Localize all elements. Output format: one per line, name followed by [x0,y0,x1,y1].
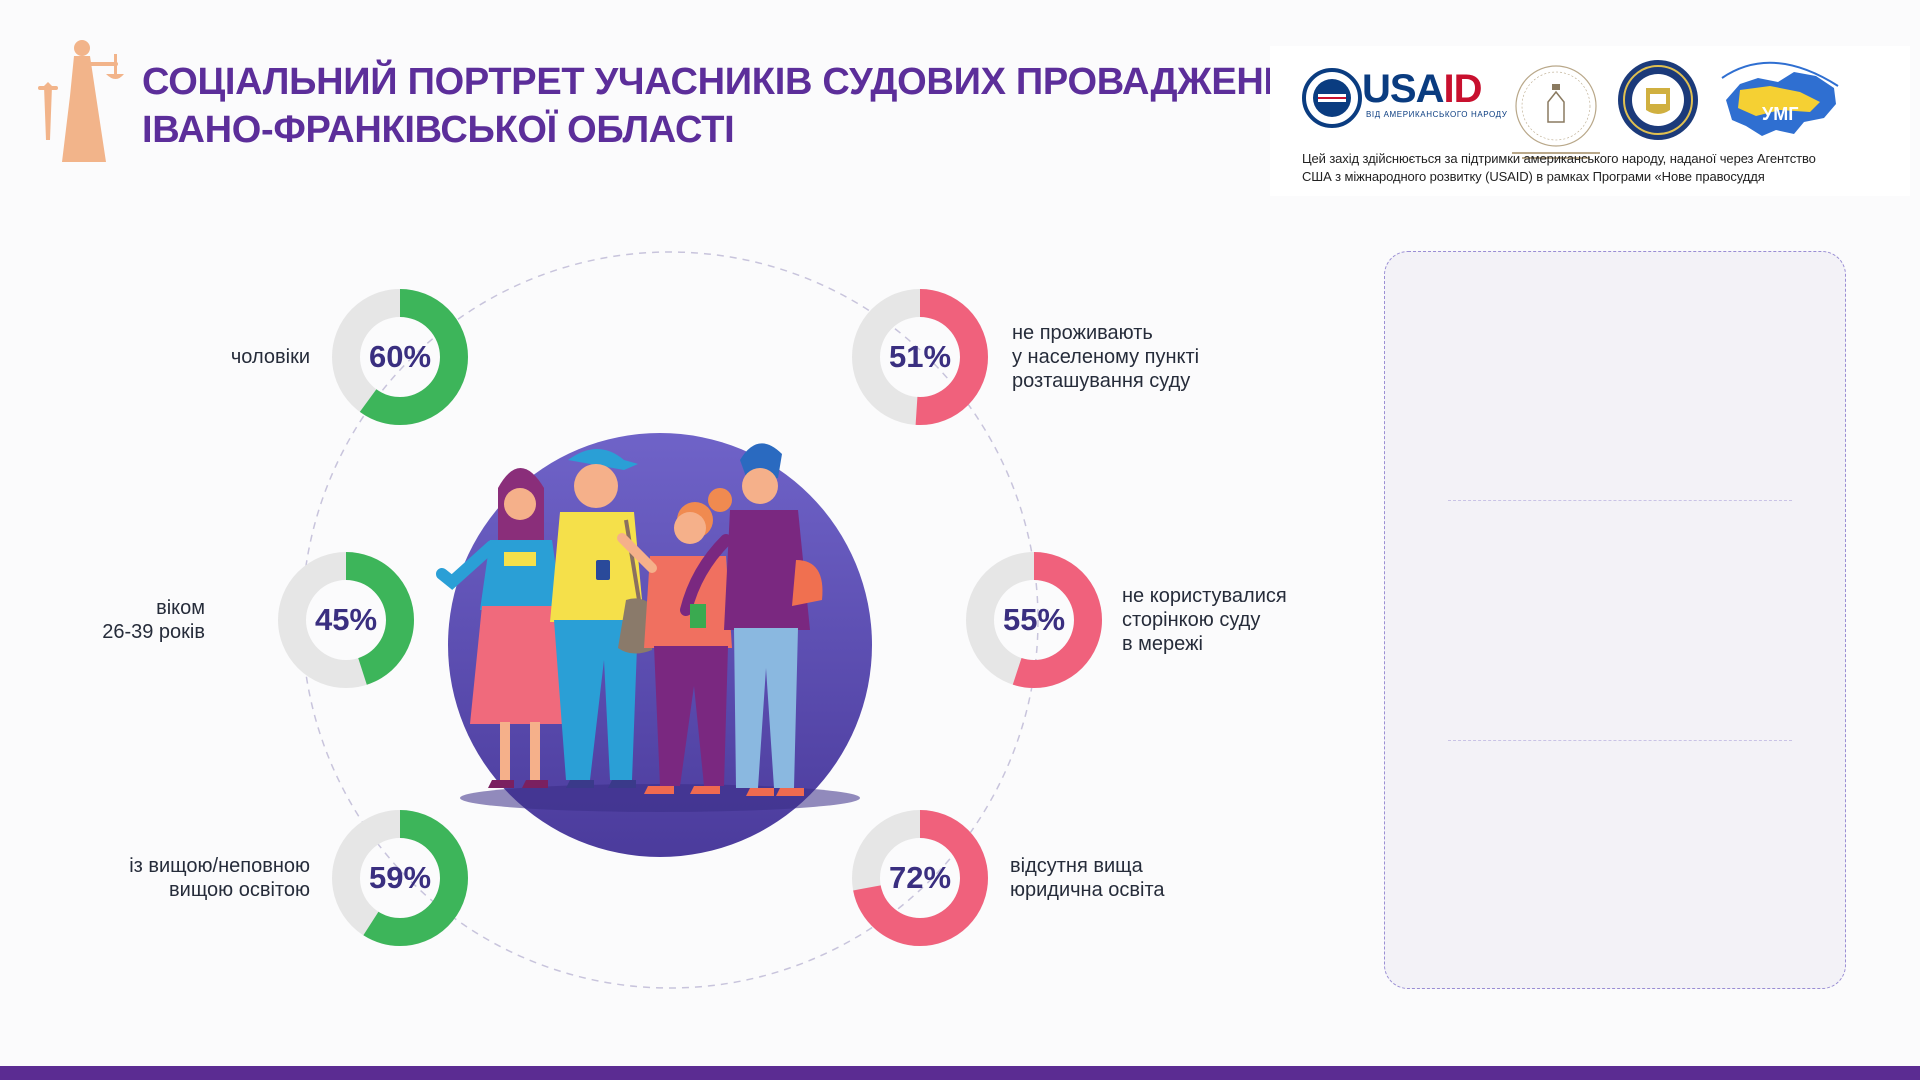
donut-description-line: сторінкою суду [1122,609,1261,631]
usaid-seal-icon [1302,68,1362,128]
donut-description-line: юридична освіта [1010,879,1165,901]
donut-description-line: вищою освітою [169,879,310,901]
page-title-line-1: СОЦІАЛЬНИЙ ПОРТРЕТ УЧАСНИКІВ СУДОВИХ ПРО… [142,61,1291,103]
donut-arc-left-1 [278,552,414,688]
donut-arc-middle-1 [966,552,1102,688]
donut-percent-label: 45% [314,602,378,637]
support-note-line-2: США з міжнародного розвитку (USAID) в ра… [1302,169,1765,184]
panel-divider [1448,740,1792,741]
umg-logo-text: УМГ [1762,104,1798,124]
sponsor-logo-panel: USAID ВІД АМЕРИКАНСЬКОГО НАРОДУ УМГ Цей … [1270,46,1910,196]
donut-description: із вищою/неповною вищою освітою [50,854,310,902]
usaid-wordmark-usa: USA [1362,67,1444,111]
donut-description: відсутня вища юридична освіта [1010,854,1310,902]
donut-description-line: не користувалися [1122,585,1287,607]
donut-description-line: у населеному пункті [1012,346,1200,368]
right-stats-panel [1384,251,1846,989]
donut-description: не користувалися сторінкою суду в мережі [1122,584,1422,656]
usaid-tagline: ВІД АМЕРИКАНСЬКОГО НАРОДУ [1366,110,1508,119]
donut-description-line: відсутня вища [1010,855,1143,877]
donut-description-line: 26-39 років [102,621,205,643]
page-title-line-2: ІВАНО-ФРАНКІВСЬКОЇ ОБЛАСТІ [142,109,735,151]
themis-justice-icon [38,40,124,162]
panel-divider [1448,500,1792,501]
donut-arc-middle-0 [852,289,988,425]
donut-percent-label: 51% [888,339,952,374]
people-group-illustration [436,433,872,857]
donut-description-line: не проживають [1012,322,1153,344]
donut-description-line: чоловіки [230,346,310,368]
page-title: СОЦІАЛЬНИЙ ПОРТРЕТ УЧАСНИКІВ СУДОВИХ ПРО… [142,58,1291,154]
court-emblem-caption-icon [1512,152,1600,159]
donut-percent-label: 72% [888,860,952,895]
court-emblem-icon [1515,65,1597,147]
donut-description-line: в мережі [1122,633,1203,655]
donut-description: віком 26-39 років [0,596,205,644]
donut-arc-middle-2 [852,810,988,946]
donut-percent-label: 59% [368,860,432,895]
judicial-school-seal-icon [1618,60,1698,140]
donut-description-line: із вищою/неповною [129,855,310,877]
support-note: Цей захід здійснюється за підтримки амер… [1302,150,1862,186]
footer-bar [0,1066,1920,1080]
support-note-line-1: Цей захід здійснюється за підтримки амер… [1302,151,1816,166]
usaid-wordmark: USAID [1362,67,1482,111]
usaid-wordmark-id: ID [1443,67,1482,111]
donut-description-line: віком [156,597,205,619]
donut-description: чоловіки [50,345,310,369]
donut-percent-label: 60% [368,339,432,374]
umg-map-logo-icon: УМГ [1721,61,1839,136]
donut-arc-left-2 [332,810,468,946]
donut-percent-label: 55% [1002,602,1066,637]
donut-description: не проживають у населеному пункті розташув… [1012,321,1312,393]
donut-arc-left-0 [332,289,468,425]
donut-description-line: розташування суду [1012,370,1191,392]
